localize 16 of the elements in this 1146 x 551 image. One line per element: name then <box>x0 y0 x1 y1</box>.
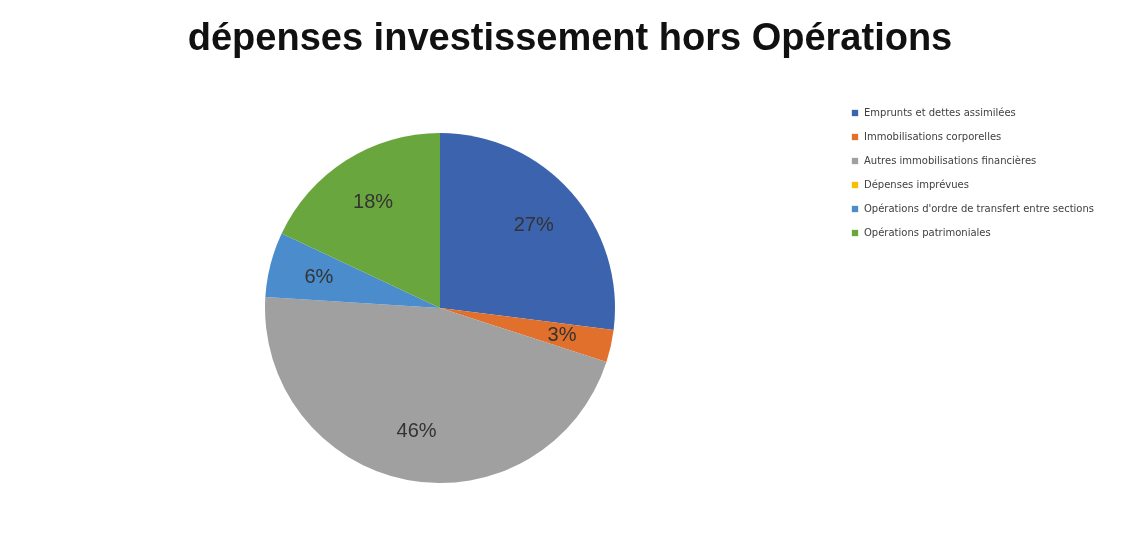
data-label: 18% <box>353 190 394 213</box>
pie-slice <box>281 133 440 308</box>
chart-title: dépenses investissement hors Opérations <box>187 16 953 58</box>
legend-label: Emprunts et dettes assimilées <box>864 107 1016 118</box>
data-label: 46% <box>396 418 437 441</box>
legend-label: Dépenses imprévues <box>864 179 969 190</box>
legend-label: Immobilisations corporelles <box>864 131 1002 142</box>
legend-label: Opérations patrimoniales <box>864 227 991 238</box>
data-label: 3% <box>547 323 577 346</box>
legend-label: Autres immobilisations financières <box>864 155 1037 166</box>
data-label: 27% <box>513 213 554 236</box>
pie-slice <box>265 233 440 308</box>
data-label: 6% <box>304 264 334 287</box>
legend-label: Opérations d'ordre de transfert entre sections <box>864 203 1095 214</box>
pie-slice <box>265 297 607 483</box>
pie-slice <box>440 308 614 363</box>
